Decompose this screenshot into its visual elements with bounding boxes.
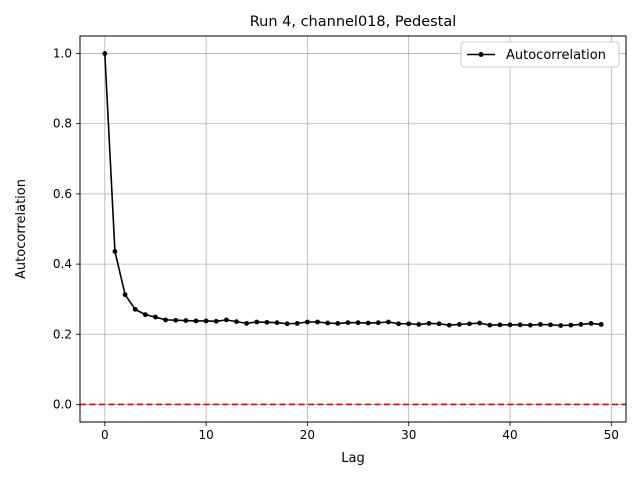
data-point [335, 320, 341, 326]
legend-label: Autocorrelation [506, 48, 606, 63]
y-tick-label: 0.0 [53, 397, 72, 411]
y-tick-label: 0.6 [53, 187, 72, 201]
data-point [578, 322, 584, 327]
data-point [426, 320, 432, 326]
x-tick-label: 20 [300, 428, 315, 442]
data-point [527, 322, 533, 328]
data-point [487, 322, 493, 328]
data-point [558, 323, 564, 328]
data-point [446, 322, 452, 328]
data-point [102, 51, 108, 56]
data-point [193, 318, 199, 324]
data-point [112, 249, 118, 254]
data-point [497, 322, 503, 328]
data-point [477, 320, 483, 326]
data-point [284, 321, 290, 327]
x-axis-ticks: 0 10 20 30 40 50 [101, 422, 619, 442]
data-point [386, 319, 391, 325]
data-point [517, 322, 523, 328]
series-line [104, 53, 602, 327]
data-point [355, 320, 361, 326]
data-point [163, 317, 168, 323]
data-point [132, 306, 138, 312]
data-point [345, 320, 351, 326]
data-point [588, 320, 594, 326]
data-point [223, 317, 229, 323]
data-point [375, 320, 381, 326]
y-axis-ticks: 0.0 0.2 0.4 0.6 0.8 1.0 [53, 47, 80, 411]
data-point [416, 322, 422, 327]
data-point [456, 322, 462, 327]
data-point [365, 320, 371, 326]
data-point [396, 321, 401, 327]
data-point [234, 319, 239, 325]
x-tick-label: 50 [604, 428, 619, 442]
y-tick-label: 0.4 [53, 257, 72, 271]
data-point [122, 292, 128, 298]
data-point [538, 322, 543, 327]
data-point [264, 319, 270, 325]
series-layer [102, 51, 604, 328]
chart-title: Run 4, channel018, Pedestal [250, 14, 457, 30]
data-point [183, 318, 189, 323]
data-point [294, 320, 300, 326]
data-point [548, 322, 553, 328]
data-point [305, 319, 310, 325]
legend: Autocorrelation [460, 41, 620, 68]
y-tick-label: 0.8 [53, 117, 72, 131]
plot-frame [79, 35, 627, 423]
x-tick-label: 10 [198, 428, 213, 442]
data-point [213, 318, 219, 324]
legend-box [460, 41, 620, 68]
data-point [203, 318, 209, 324]
data-point [142, 312, 148, 318]
x-axis-label: Lag [341, 451, 364, 466]
data-point [325, 320, 331, 326]
data-point [244, 320, 250, 326]
data-point [568, 322, 574, 328]
grid [80, 36, 626, 422]
y-tick-label: 0.2 [53, 327, 72, 341]
data-point [254, 319, 260, 325]
data-point [153, 314, 158, 320]
data-point [507, 322, 513, 328]
data-point [467, 321, 472, 327]
y-tick-label: 1.0 [53, 47, 72, 61]
data-point [406, 321, 412, 327]
data-point [173, 317, 179, 323]
x-tick-label: 0 [101, 428, 109, 442]
data-point [315, 319, 320, 325]
data-point [274, 320, 280, 326]
legend-marker [478, 52, 484, 57]
y-axis-label: Autocorrelation [14, 179, 29, 279]
x-tick-label: 40 [502, 428, 517, 442]
data-point [598, 322, 604, 327]
x-tick-label: 30 [401, 428, 416, 442]
data-point [436, 321, 442, 327]
